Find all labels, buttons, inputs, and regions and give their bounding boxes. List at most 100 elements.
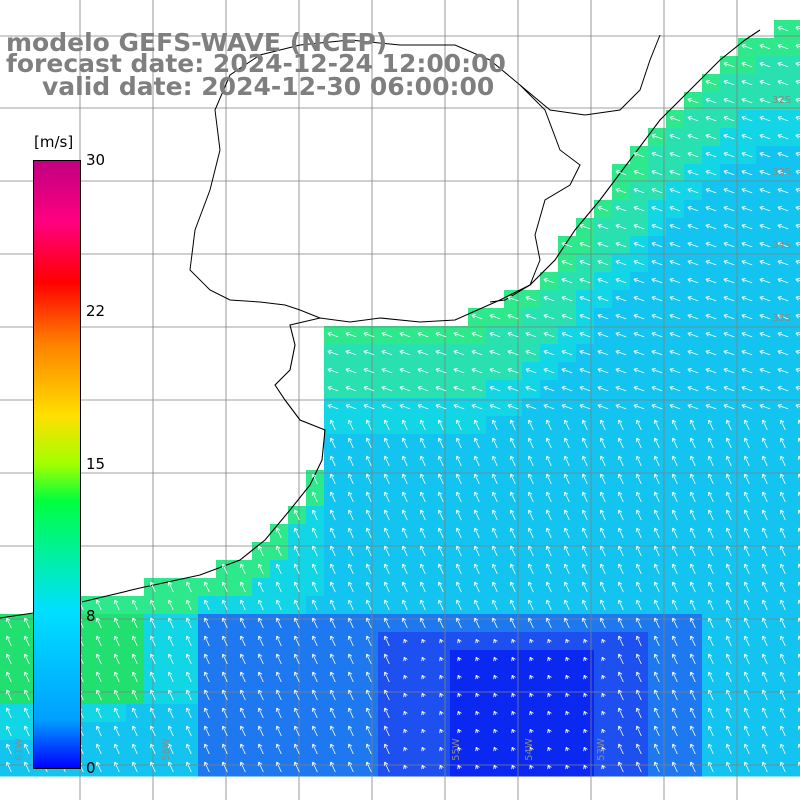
wind-arrow <box>383 743 390 755</box>
wind-arrow <box>579 313 591 320</box>
wind-arrow <box>167 725 174 737</box>
wind-arrow <box>275 617 282 629</box>
lat-label: 32S <box>772 95 792 106</box>
wind-arrow <box>687 313 699 320</box>
wind-arrow <box>381 331 393 338</box>
wind-arrow <box>723 277 735 284</box>
wind-arrow <box>565 692 570 698</box>
wind-arrow <box>581 617 588 629</box>
wind-arrow <box>527 617 534 629</box>
wind-arrow <box>239 581 246 593</box>
wind-arrow <box>311 689 318 701</box>
wind-arrow <box>509 419 516 431</box>
wind-arrow <box>491 581 498 593</box>
wind-arrow <box>797 671 800 677</box>
wind-arrow <box>509 455 516 467</box>
field-cell <box>792 110 800 129</box>
wind-arrow <box>257 635 264 647</box>
wind-arrow <box>293 689 300 701</box>
wind-arrow <box>203 689 210 701</box>
lon-label: 56W <box>160 738 172 761</box>
wind-arrow <box>95 617 102 629</box>
wind-arrow <box>671 653 678 665</box>
wind-arrow <box>185 653 192 665</box>
wind-arrow <box>723 133 735 140</box>
wind-arrow <box>635 761 642 773</box>
wind-arrow <box>723 169 735 176</box>
wind-arrow <box>185 743 192 755</box>
wind-arrow <box>779 473 786 485</box>
wind-arrow <box>563 599 570 611</box>
wind-arrow <box>509 545 516 557</box>
wind-arrow <box>779 545 786 557</box>
wind-arrow <box>491 473 498 485</box>
wind-arrow <box>347 725 354 737</box>
wind-arrow <box>221 599 228 611</box>
wind-arrow <box>547 764 552 770</box>
wind-arrow <box>437 545 444 557</box>
wind-arrow <box>511 728 516 734</box>
wind-arrow <box>545 617 552 629</box>
wind-arrow <box>671 671 678 683</box>
wind-arrow <box>635 509 642 521</box>
wind-arrow <box>779 437 786 449</box>
wind-arrow <box>723 403 735 410</box>
wind-arrow <box>491 509 498 521</box>
wind-arrow <box>653 653 660 665</box>
wind-arrow <box>473 599 480 611</box>
wind-arrow <box>5 617 12 629</box>
wind-arrow <box>689 761 696 773</box>
wind-arrow <box>473 581 480 593</box>
wind-arrow <box>635 689 642 701</box>
wind-arrow <box>23 689 30 701</box>
wind-arrow <box>527 455 534 467</box>
wind-arrow <box>759 151 771 158</box>
wind-arrow <box>597 223 609 230</box>
wind-arrow <box>635 419 642 431</box>
wind-arrow <box>741 43 753 50</box>
wind-arrow <box>707 707 714 719</box>
wind-arrow <box>491 563 498 575</box>
wind-arrow <box>671 545 678 557</box>
wind-arrow <box>777 349 789 356</box>
wind-arrow <box>633 313 645 320</box>
wind-arrow <box>203 599 210 611</box>
wind-arrow <box>743 419 750 431</box>
wind-arrow <box>687 349 699 356</box>
wind-arrow <box>635 743 642 755</box>
wind-arrow <box>687 241 699 248</box>
wind-arrow <box>705 241 717 248</box>
wind-arrow <box>293 671 300 683</box>
wind-arrow <box>687 133 699 140</box>
wind-arrow <box>579 349 591 356</box>
title-valid-date: valid date: 2024-12-30 06:00:00 <box>42 72 495 101</box>
field-cell <box>792 200 800 219</box>
wind-arrow <box>725 491 732 503</box>
wind-arrow <box>95 689 102 701</box>
wind-arrow <box>671 635 678 647</box>
wind-arrow <box>601 764 606 770</box>
wind-arrow <box>795 115 800 121</box>
wind-arrow <box>435 331 447 338</box>
wind-arrow <box>581 455 588 467</box>
wind-arrow <box>581 599 588 611</box>
wind-arrow <box>453 349 465 356</box>
wind-arrow <box>707 527 714 539</box>
wind-arrow <box>365 563 372 575</box>
field-cell <box>792 614 800 633</box>
wind-arrow <box>723 151 735 158</box>
wind-arrow <box>743 707 750 719</box>
wind-arrow <box>583 764 588 770</box>
wind-arrow <box>527 491 534 503</box>
wind-arrow <box>563 581 570 593</box>
wind-arrow <box>581 419 588 431</box>
wind-arrow <box>347 419 354 431</box>
wind-arrow <box>345 331 357 338</box>
wind-arrow <box>489 385 501 392</box>
wind-arrow <box>293 725 300 737</box>
wind-arrow <box>421 728 426 734</box>
wind-arrow <box>653 419 660 431</box>
wind-arrow <box>403 764 408 770</box>
wind-arrow <box>759 61 771 68</box>
